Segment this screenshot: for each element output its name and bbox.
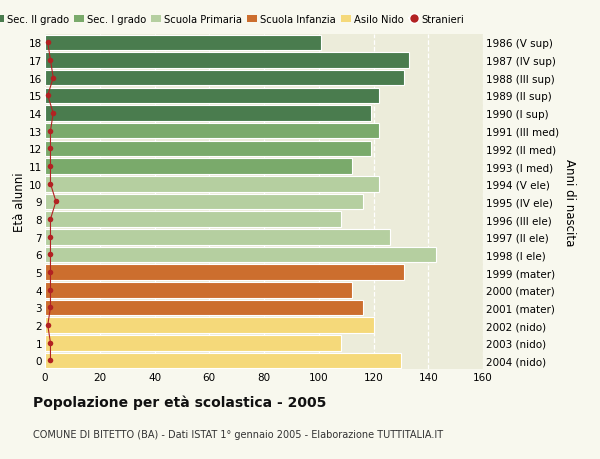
Text: COMUNE DI BITETTO (BA) - Dati ISTAT 1° gennaio 2005 - Elaborazione TUTTITALIA.IT: COMUNE DI BITETTO (BA) - Dati ISTAT 1° g… bbox=[33, 429, 443, 439]
Bar bbox=[45, 282, 352, 298]
Bar bbox=[45, 177, 379, 192]
Legend: Sec. II grado, Sec. I grado, Scuola Primaria, Scuola Infanzia, Asilo Nido, Stran: Sec. II grado, Sec. I grado, Scuola Prim… bbox=[0, 11, 468, 29]
Point bbox=[46, 163, 55, 170]
Bar bbox=[45, 159, 352, 174]
Bar bbox=[45, 318, 374, 333]
Point bbox=[46, 286, 55, 294]
Point bbox=[46, 128, 55, 135]
Point bbox=[43, 322, 53, 329]
Text: Popolazione per età scolastica - 2005: Popolazione per età scolastica - 2005 bbox=[33, 395, 326, 409]
Bar bbox=[45, 53, 409, 69]
Point bbox=[46, 357, 55, 364]
Bar bbox=[45, 106, 371, 122]
Bar bbox=[45, 335, 341, 351]
Y-axis label: Età alunni: Età alunni bbox=[13, 172, 26, 232]
Y-axis label: Anni di nascita: Anni di nascita bbox=[563, 158, 575, 246]
Point bbox=[46, 181, 55, 188]
Bar bbox=[45, 35, 322, 51]
Point bbox=[43, 92, 53, 100]
Point bbox=[46, 216, 55, 223]
Bar bbox=[45, 71, 404, 86]
Point bbox=[49, 75, 58, 82]
Point bbox=[49, 110, 58, 118]
Point bbox=[46, 304, 55, 312]
Point bbox=[46, 234, 55, 241]
Bar bbox=[45, 194, 362, 210]
Point bbox=[51, 198, 61, 206]
Point bbox=[46, 146, 55, 153]
Bar bbox=[45, 300, 362, 315]
Point bbox=[46, 269, 55, 276]
Bar bbox=[45, 265, 404, 280]
Point bbox=[46, 339, 55, 347]
Bar bbox=[45, 141, 371, 157]
Bar bbox=[45, 89, 379, 104]
Point bbox=[43, 39, 53, 47]
Bar bbox=[45, 212, 341, 227]
Point bbox=[46, 251, 55, 258]
Bar bbox=[45, 247, 436, 263]
Bar bbox=[45, 123, 379, 139]
Bar bbox=[45, 353, 401, 369]
Bar bbox=[45, 230, 390, 245]
Point bbox=[46, 57, 55, 65]
